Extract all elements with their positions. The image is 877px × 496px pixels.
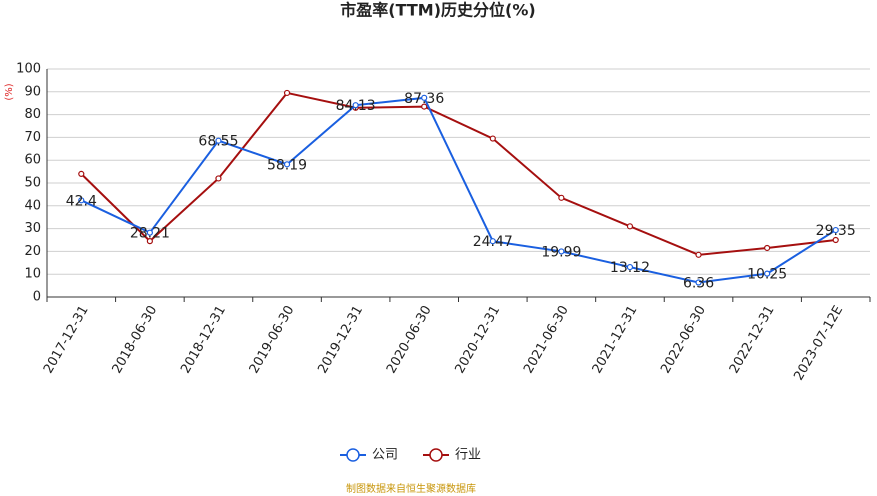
point — [489, 135, 496, 142]
point — [146, 238, 153, 245]
y-tick-label: 20 — [24, 244, 41, 259]
point — [695, 279, 702, 286]
x-tick-label: 2020-06-30 — [384, 303, 435, 376]
point — [832, 226, 839, 234]
point — [283, 161, 291, 168]
point — [215, 137, 222, 144]
point — [558, 248, 565, 255]
point — [626, 223, 634, 230]
point — [626, 263, 634, 271]
data-label: 28.21 — [130, 226, 170, 242]
y-tick-label: 80 — [24, 107, 41, 122]
data-label: 68.55 — [198, 134, 238, 150]
data-label: 6.36 — [683, 275, 714, 291]
legend-marker — [346, 448, 360, 462]
x-tick-label: 2017-12-31 — [41, 303, 92, 376]
point — [695, 251, 702, 258]
y-tick-label: 100 — [16, 62, 41, 77]
y-tick-label: 50 — [24, 176, 41, 191]
x-tick-label: 2022-06-30 — [658, 303, 709, 376]
y-tick-label: 90 — [24, 84, 41, 99]
x-tick-label: 2021-06-30 — [521, 303, 572, 376]
legend-label: 公司 — [372, 448, 398, 463]
data-label: 10.25 — [747, 267, 787, 283]
x-tick-label: 2020-12-31 — [453, 303, 504, 376]
data-label: 19.99 — [541, 244, 581, 260]
point — [215, 175, 222, 182]
x-tick-label: 2018-06-30 — [110, 303, 161, 376]
point — [558, 194, 565, 201]
point — [832, 236, 839, 244]
chart-title: 市盈率(TTM)历史分位(%) — [340, 1, 535, 20]
data-label: 24.47 — [473, 234, 513, 250]
x-tick-label: 2019-12-31 — [315, 303, 366, 376]
point — [489, 238, 496, 245]
y-tick-label: 10 — [24, 267, 41, 282]
y-tick-label: 40 — [24, 198, 41, 213]
point — [352, 102, 359, 109]
data-label: 58.19 — [267, 157, 307, 173]
y-axis-label: (%) — [4, 83, 15, 100]
point — [764, 270, 771, 277]
point — [421, 103, 428, 110]
point — [421, 94, 428, 101]
point — [78, 197, 85, 204]
point — [283, 89, 291, 97]
data-label: 87.36 — [404, 91, 444, 107]
legend-marker — [429, 448, 443, 462]
x-tick-label: 2022-12-31 — [727, 303, 778, 376]
y-tick-label: 30 — [24, 221, 41, 236]
data-label: 84.13 — [336, 98, 376, 114]
point — [78, 170, 85, 177]
data-label: 13.12 — [610, 260, 650, 276]
data-label: 29.35 — [816, 223, 856, 239]
source-note: 制图数据来自恒生聚源数据库 — [346, 482, 476, 495]
point — [764, 244, 771, 252]
data-label: 42.4 — [66, 193, 97, 209]
x-tick-label: 2018-12-31 — [178, 303, 229, 376]
x-tick-label: 2019-06-30 — [247, 303, 298, 376]
x-tick-label: 2021-12-31 — [590, 303, 641, 376]
series-line — [80, 91, 836, 256]
y-tick-label: 60 — [24, 153, 41, 168]
legend-label: 行业 — [455, 448, 481, 463]
y-tick-label: 70 — [24, 130, 41, 145]
y-tick-label: 0 — [33, 290, 41, 305]
series-line — [80, 96, 837, 284]
x-tick-label: 2023-07-12E — [791, 303, 846, 383]
point — [146, 229, 153, 236]
